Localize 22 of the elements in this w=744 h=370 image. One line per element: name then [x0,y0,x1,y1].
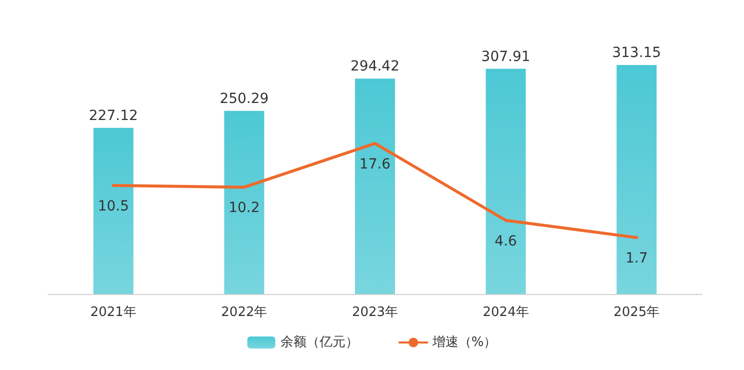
data-label: 4.6 [494,233,518,250]
data-label: 250.29 [220,90,269,107]
legend-label: 余额（亿元） [280,335,358,350]
data-label: 294.42 [350,58,400,75]
bar [486,68,526,294]
x-tick-label: 2021年 [90,305,136,320]
bar [93,128,134,294]
bar [355,78,395,294]
data-label: 1.7 [625,250,648,267]
x-tick-label: 2023年 [352,305,398,320]
x-tick-label: 2025年 [614,305,660,320]
legend-label: 增速（%） [431,335,497,350]
data-label: 10.2 [228,200,260,216]
x-tick-label: 2022年 [221,305,268,320]
bar [224,110,264,294]
data-label: 17.6 [359,156,391,172]
data-label: 313.15 [612,44,662,61]
data-label: 307.91 [481,48,530,65]
data-label: 227.12 [88,108,138,124]
x-tick-label: 2024年 [482,305,529,320]
data-label: 10.5 [98,198,129,214]
bar [616,64,657,294]
